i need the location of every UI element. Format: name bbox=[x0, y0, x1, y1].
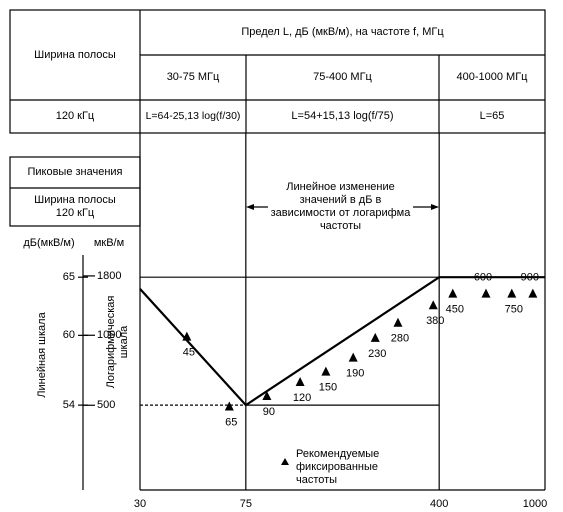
y2-tick-label: 500 bbox=[97, 399, 115, 411]
marker bbox=[507, 288, 517, 298]
legend-text: Рекомендуемые фиксированные частоты bbox=[296, 447, 380, 486]
limit-line bbox=[139, 276, 545, 407]
marker-label: 90 bbox=[263, 406, 275, 418]
y2-label: мкВ/м bbox=[93, 236, 125, 249]
marker bbox=[224, 401, 234, 411]
marker-label: 120 bbox=[293, 392, 311, 404]
marker bbox=[182, 331, 192, 341]
header-main: Предел L, дБ (мкВ/м), на частоте f, МГц bbox=[241, 26, 444, 38]
x-tick-label: 400 bbox=[430, 498, 448, 510]
y-label: дБ(мкВ/м) bbox=[23, 236, 75, 249]
marker-label: 380 bbox=[426, 315, 444, 327]
y2-tick-label: 1000 bbox=[97, 329, 121, 341]
marker bbox=[393, 317, 403, 327]
x-tick-label: 75 bbox=[240, 498, 252, 510]
marker-label: 150 bbox=[319, 381, 337, 393]
marker bbox=[321, 366, 331, 376]
marker-label: 600 bbox=[474, 272, 492, 284]
y-tick-label: 65 bbox=[63, 271, 75, 283]
marker-label: 190 bbox=[346, 368, 364, 380]
legend-marker bbox=[281, 458, 289, 465]
formula: L=54+15,13 log(f/75) bbox=[291, 110, 394, 122]
x-tick-label: 1000 bbox=[523, 498, 547, 510]
marker-label: 65 bbox=[225, 416, 237, 428]
marker bbox=[348, 352, 358, 362]
range: 30-75 МГц bbox=[166, 71, 220, 83]
y2-scale-label: Логарифмическая шкала bbox=[105, 295, 130, 389]
arrow-head bbox=[246, 204, 254, 210]
y-tick-label: 54 bbox=[63, 399, 75, 411]
marker bbox=[481, 288, 491, 298]
marker bbox=[370, 332, 380, 342]
marker bbox=[528, 288, 538, 298]
x-tick-label: 30 bbox=[134, 498, 146, 510]
formula: L=64-25,13 log(f/30) bbox=[145, 110, 241, 122]
y-scale-label: Линейная шкала bbox=[35, 312, 48, 398]
marker bbox=[295, 377, 305, 387]
marker-label: 750 bbox=[505, 304, 523, 316]
table-frame bbox=[9, 9, 546, 134]
arrow-head bbox=[431, 204, 439, 210]
left-box: Ширина полосы 120 кГц bbox=[34, 194, 116, 219]
range: 400-1000 МГц bbox=[456, 71, 528, 83]
marker-label: 900 bbox=[521, 272, 539, 284]
left-box: Пиковые значения bbox=[27, 166, 123, 178]
formula: L=65 bbox=[479, 110, 505, 122]
y-tick-label: 60 bbox=[63, 329, 75, 341]
marker bbox=[262, 390, 272, 400]
marker bbox=[428, 300, 438, 310]
header-left: Ширина полосы bbox=[34, 48, 116, 61]
marker bbox=[448, 288, 458, 298]
range: 75-400 МГц bbox=[313, 71, 372, 83]
marker-label: 45 bbox=[183, 347, 195, 359]
marker-label: 450 bbox=[446, 304, 464, 316]
marker-label: 230 bbox=[368, 348, 386, 360]
marker-label: 280 bbox=[391, 333, 409, 345]
annotation: Линейное изменение значений в дБ в завис… bbox=[268, 180, 413, 234]
row-label: 120 кГц bbox=[55, 110, 95, 122]
y2-tick-label: 1800 bbox=[97, 270, 121, 282]
